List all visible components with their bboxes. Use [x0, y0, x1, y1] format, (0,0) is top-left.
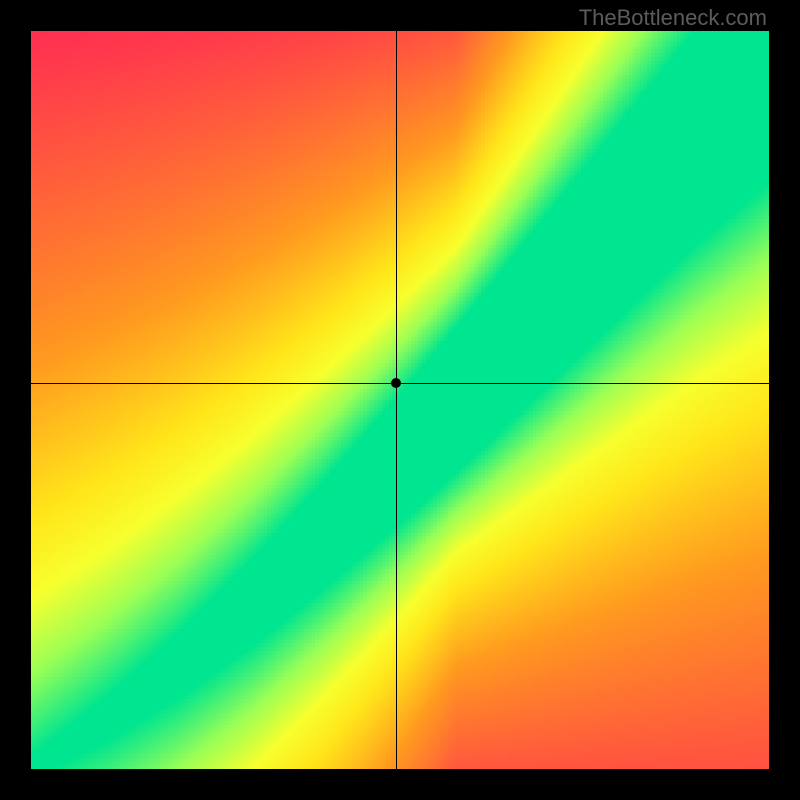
- watermark-text: TheBottleneck.com: [579, 5, 767, 31]
- bottleneck-heatmap: [31, 31, 769, 769]
- crosshair-vertical: [396, 31, 397, 769]
